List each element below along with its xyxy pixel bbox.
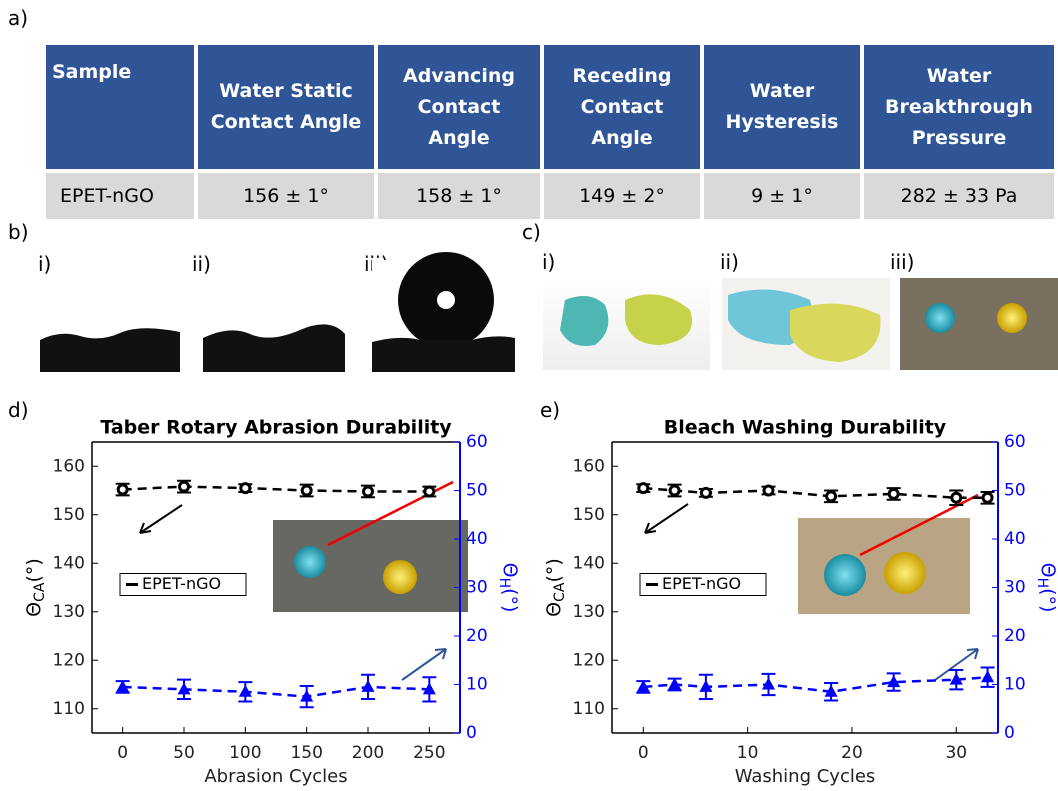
marker — [180, 482, 189, 491]
axis-label-sub: CA — [32, 582, 48, 602]
y-tick-label: 140 — [573, 553, 605, 573]
marker — [764, 486, 773, 495]
inset-photo — [798, 518, 970, 614]
photo — [900, 278, 1058, 370]
x-tick-label: 50 — [173, 743, 195, 763]
figure: a) Sample Water Static Contact Angle Adv… — [0, 0, 1058, 791]
x-tick-label: 0 — [117, 743, 128, 763]
droplet — [997, 303, 1027, 333]
chart-title: Bleach Washing Durability — [664, 417, 947, 439]
stain-photos — [543, 278, 1058, 370]
series-line — [123, 687, 430, 697]
marker — [670, 486, 679, 495]
inset-photos — [273, 482, 978, 614]
y-tick-label: 130 — [53, 602, 85, 622]
marker — [118, 485, 127, 494]
y2-tick-label: 0 — [466, 723, 477, 743]
droplet — [884, 552, 926, 594]
axis-label-unit: (°) — [1038, 588, 1058, 612]
axis-label-unit: (°) — [543, 558, 565, 582]
x-axis-label: Washing Cycles — [735, 766, 876, 787]
photo — [372, 336, 515, 372]
axis-label-sub: H — [1034, 578, 1050, 589]
arrow — [645, 504, 688, 533]
marker — [981, 670, 994, 682]
y2-tick-label: 0 — [1004, 723, 1015, 743]
y2-tick-label: 30 — [1004, 578, 1026, 598]
marker — [983, 493, 992, 502]
series-line — [643, 488, 987, 498]
marker — [302, 486, 311, 495]
y-tick-label: 120 — [53, 650, 85, 670]
marker — [889, 489, 898, 498]
axis-label: ΘH(°) — [1034, 563, 1058, 613]
marker — [827, 492, 836, 501]
marker — [239, 685, 252, 697]
axis-label: ΘH(°) — [496, 563, 522, 613]
x-tick-label: 30 — [945, 743, 967, 763]
x-axis-label: Abrasion Cycles — [204, 766, 347, 787]
marker — [639, 484, 648, 493]
y-tick-label: 110 — [573, 699, 605, 719]
contact-angle-images — [40, 252, 515, 372]
photo — [203, 324, 345, 372]
y-tick-label: 110 — [53, 699, 85, 719]
y2-tick-label: 40 — [1004, 529, 1026, 549]
y-tick-label: 150 — [53, 505, 85, 525]
droplet-highlight — [437, 291, 455, 309]
y2-tick-label: 10 — [1004, 675, 1026, 695]
x-tick-label: 200 — [352, 743, 384, 763]
x-tick-label: 0 — [638, 743, 649, 763]
axis-label-symbol: Θ — [500, 563, 522, 578]
droplet — [294, 546, 326, 578]
y2-tick-label: 50 — [466, 481, 488, 501]
droplet — [925, 303, 955, 333]
legend-label: EPET-nGO — [662, 574, 741, 593]
y2-tick-label: 40 — [466, 529, 488, 549]
axis-label-unit: (°) — [23, 558, 45, 582]
marker — [701, 488, 710, 497]
stain — [560, 296, 608, 346]
x-tick-label: 150 — [290, 743, 322, 763]
axis-label-symbol: Θ — [543, 602, 565, 617]
droplet — [383, 560, 417, 594]
figure-graphics: Taber Rotary Abrasion Durability 110 120 13… — [0, 0, 1058, 791]
y2-tick-label: 30 — [466, 578, 488, 598]
x-tick-label: 250 — [413, 743, 445, 763]
legend-label: EPET-nGO — [142, 574, 221, 593]
axis-label-sub: CA — [552, 582, 568, 602]
y2-tick-label: 60 — [466, 432, 488, 452]
y-tick-label: 130 — [573, 602, 605, 622]
y2-tick-label: 50 — [1004, 481, 1026, 501]
marker — [241, 484, 250, 493]
arrow — [402, 649, 446, 680]
axis-label-unit: (°) — [500, 588, 522, 612]
y-tick-label: 140 — [53, 553, 85, 573]
marker — [952, 493, 961, 502]
y-tick-label: 120 — [573, 650, 605, 670]
arrow — [140, 505, 182, 533]
axis-label: ΘCA(°) — [543, 558, 569, 617]
droplet — [824, 554, 866, 596]
axis-label-symbol: Θ — [23, 602, 45, 617]
marker — [362, 680, 375, 692]
series-line — [123, 487, 430, 492]
y2-tick-label: 60 — [1004, 432, 1026, 452]
x-tick-label: 10 — [737, 743, 759, 763]
y2-tick-label: 20 — [1004, 626, 1026, 646]
marker — [425, 487, 434, 496]
y2-tick-label: 10 — [466, 675, 488, 695]
axis-label: ΘCA(°) — [23, 558, 49, 617]
y-tick-label: 160 — [573, 456, 605, 476]
y2-tick-label: 20 — [466, 626, 488, 646]
y-tick-label: 150 — [573, 505, 605, 525]
marker — [364, 487, 373, 496]
x-tick-label: 100 — [229, 743, 261, 763]
x-tick-label: 20 — [841, 743, 863, 763]
chart-title: Taber Rotary Abrasion Durability — [100, 417, 452, 439]
photo — [40, 328, 180, 372]
axis-label-symbol: Θ — [1038, 563, 1058, 578]
axis-label-sub: H — [496, 578, 512, 589]
y-tick-label: 160 — [53, 456, 85, 476]
